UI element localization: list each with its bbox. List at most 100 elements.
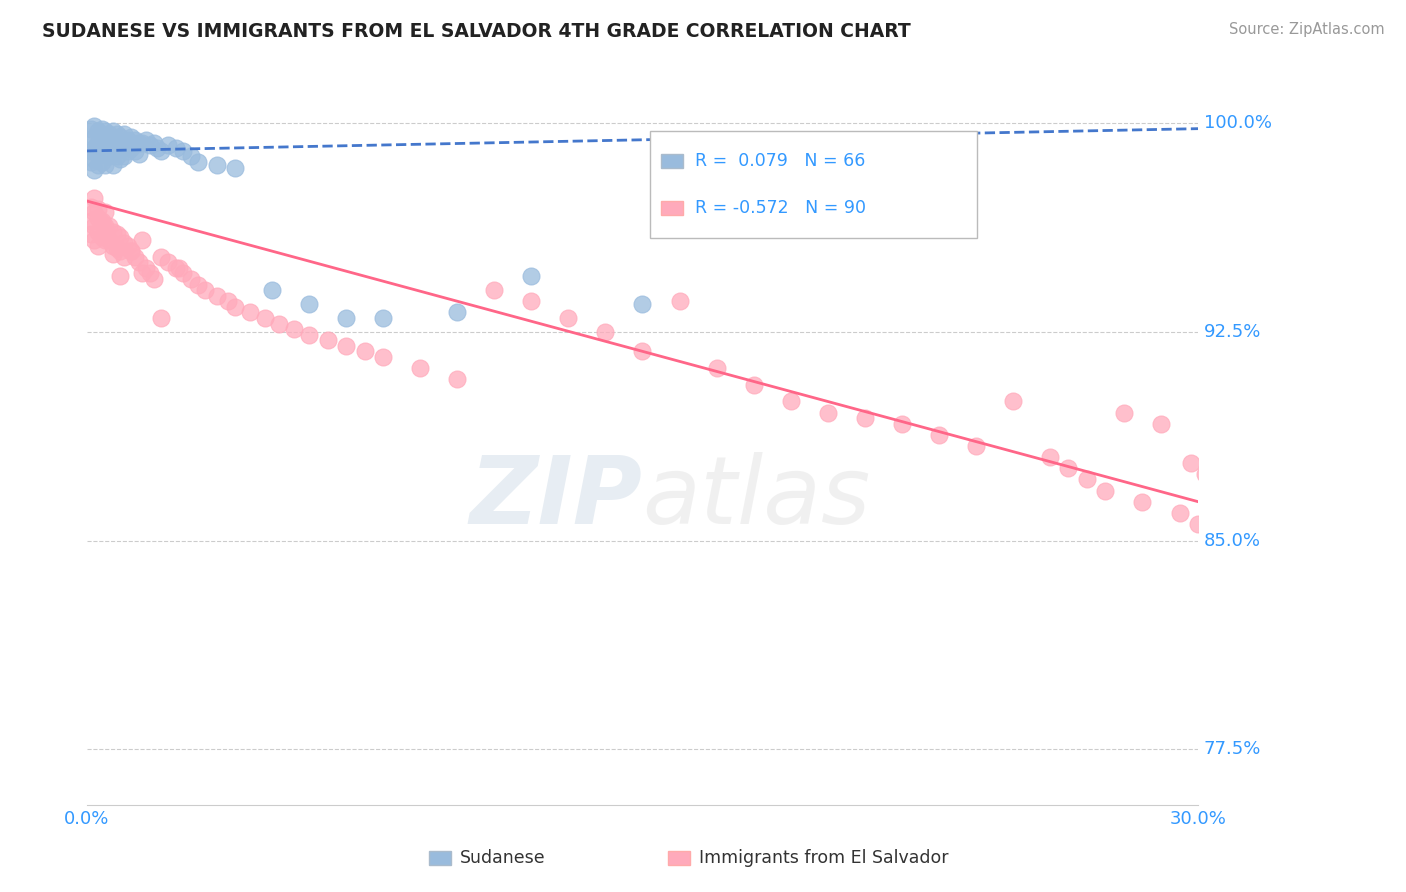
Point	[83, 141, 105, 155]
Point	[239, 305, 262, 319]
Point	[817, 171, 839, 186]
Point	[353, 344, 375, 359]
Point	[139, 138, 162, 153]
Point	[90, 213, 112, 227]
Point	[120, 244, 142, 259]
Point	[890, 417, 912, 431]
Point	[117, 144, 139, 158]
Point	[90, 230, 112, 244]
Point	[165, 141, 187, 155]
Point	[112, 235, 135, 250]
Point	[180, 149, 202, 163]
Point	[124, 133, 146, 147]
Point	[98, 233, 121, 247]
Point	[1001, 394, 1024, 409]
Point	[98, 219, 121, 233]
Point	[124, 144, 146, 158]
Point	[128, 255, 150, 269]
Text: Sudanese: Sudanese	[460, 849, 546, 867]
Point	[101, 124, 124, 138]
Point	[105, 138, 128, 153]
Point	[142, 136, 165, 150]
Point	[117, 133, 139, 147]
Point	[83, 119, 105, 133]
Point	[105, 127, 128, 141]
Point	[105, 241, 128, 255]
Point	[146, 141, 169, 155]
Point	[94, 233, 117, 247]
Point	[79, 144, 101, 158]
Point	[1039, 450, 1062, 464]
Point	[87, 146, 110, 161]
Point	[373, 310, 395, 325]
Text: Immigrants from El Salvador: Immigrants from El Salvador	[699, 849, 948, 867]
Point	[101, 238, 124, 252]
Point	[83, 130, 105, 145]
Point	[110, 244, 132, 259]
Point	[105, 227, 128, 242]
Point	[1057, 461, 1080, 475]
Point	[169, 260, 191, 275]
Text: SUDANESE VS IMMIGRANTS FROM EL SALVADOR 4TH GRADE CORRELATION CHART: SUDANESE VS IMMIGRANTS FROM EL SALVADOR …	[42, 22, 911, 41]
Point	[128, 146, 150, 161]
Point	[557, 310, 579, 325]
Point	[224, 300, 246, 314]
Point	[205, 158, 228, 172]
Point	[112, 250, 135, 264]
Point	[1194, 467, 1216, 481]
Point	[484, 283, 506, 297]
Point	[83, 233, 105, 247]
Point	[112, 149, 135, 163]
Point	[446, 305, 468, 319]
Text: 100.0%: 100.0%	[1204, 114, 1271, 132]
Point	[131, 233, 153, 247]
Point	[520, 269, 543, 284]
Point	[1168, 506, 1191, 520]
Point	[90, 133, 112, 147]
Point	[79, 155, 101, 169]
Point	[135, 260, 157, 275]
Point	[94, 146, 117, 161]
Point	[706, 361, 728, 376]
Point	[87, 136, 110, 150]
Point	[172, 144, 194, 158]
Point	[1150, 417, 1173, 431]
Point	[595, 325, 617, 339]
Point	[142, 272, 165, 286]
Point	[90, 155, 112, 169]
Point	[131, 136, 153, 150]
Text: R = -0.572   N = 90: R = -0.572 N = 90	[695, 199, 866, 217]
Point	[83, 205, 105, 219]
Text: 85.0%: 85.0%	[1204, 532, 1261, 549]
Point	[87, 211, 110, 225]
Point	[110, 230, 132, 244]
Point	[742, 377, 765, 392]
Point	[139, 267, 162, 281]
Point	[87, 225, 110, 239]
Point	[110, 141, 132, 155]
Point	[157, 138, 180, 153]
Point	[120, 130, 142, 145]
Point	[165, 260, 187, 275]
Point	[928, 428, 950, 442]
Point	[110, 153, 132, 167]
Point	[446, 372, 468, 386]
Point	[79, 227, 101, 242]
Point	[112, 138, 135, 153]
Point	[87, 158, 110, 172]
Point	[1180, 456, 1202, 470]
Point	[83, 153, 105, 167]
Point	[94, 124, 117, 138]
Point	[87, 202, 110, 217]
Point	[101, 146, 124, 161]
Point	[135, 133, 157, 147]
Point	[124, 250, 146, 264]
Point	[94, 205, 117, 219]
Point	[94, 225, 117, 239]
Point	[149, 250, 172, 264]
Point	[112, 127, 135, 141]
Point	[87, 124, 110, 138]
Point	[631, 344, 654, 359]
Point	[90, 121, 112, 136]
Point	[117, 238, 139, 252]
